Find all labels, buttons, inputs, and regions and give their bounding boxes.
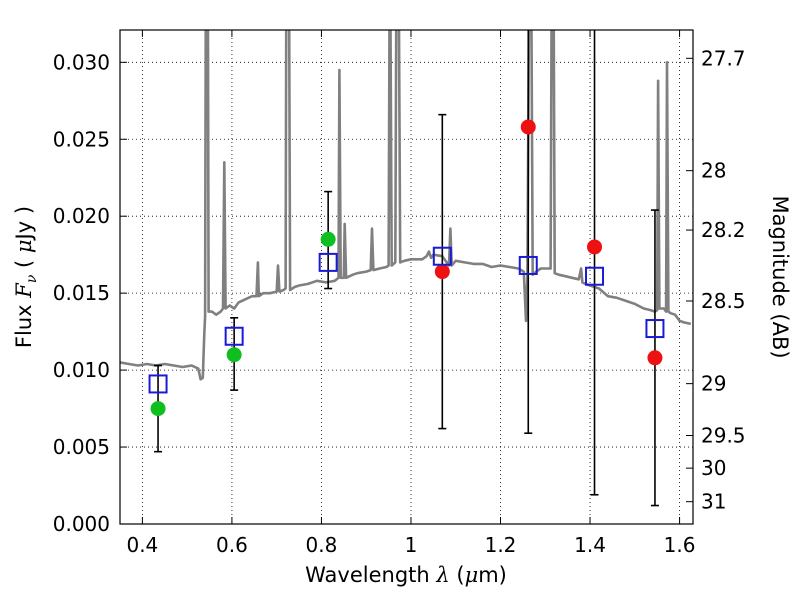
model-photometry-square — [148, 374, 168, 394]
y2-tick-label: 30 — [701, 456, 726, 480]
y-tick-label: 0.010 — [53, 358, 110, 382]
y-axis-label: Flux Fν ( μJy ) — [12, 206, 40, 348]
x-tick-label: 1.6 — [664, 533, 696, 557]
model-photometry-square — [318, 252, 338, 272]
x-axis-label: Wavelength λ (μm) — [305, 563, 507, 587]
plot-background — [120, 30, 693, 524]
observed-point-red — [434, 264, 450, 280]
model-photometry-square — [518, 255, 538, 275]
model-photometry-square — [224, 326, 244, 346]
observed-point-green — [226, 347, 242, 363]
y-tick-label: 0.020 — [53, 204, 110, 228]
y2-tick-label: 31 — [701, 490, 726, 514]
y2-tick-label: 28.5 — [701, 289, 746, 313]
x-tick-label: 0.6 — [216, 533, 248, 557]
x-tick-label: 0.4 — [126, 533, 158, 557]
x-tick-label: 1 — [405, 533, 418, 557]
y-tick-label: 0.000 — [53, 512, 110, 536]
y2-tick-label: 29 — [701, 372, 726, 396]
observed-point-green — [150, 401, 166, 417]
x-tick-label: 1.4 — [574, 533, 606, 557]
y2-tick-label: 28.2 — [701, 218, 746, 242]
y2-tick-label: 29.5 — [701, 424, 746, 448]
y-tick-label: 0.005 — [53, 435, 110, 459]
model-photometry-square — [585, 266, 605, 286]
y2-tick-label: 27.7 — [701, 46, 746, 70]
plot-area — [120, 30, 692, 507]
y-tick-label: 0.015 — [53, 281, 110, 305]
ticks — [120, 30, 693, 525]
x-tick-label: 0.8 — [306, 533, 338, 557]
plot-frame — [119, 29, 694, 525]
model-photometry-square — [432, 246, 452, 266]
x-tick-label: 1.2 — [485, 533, 517, 557]
model-photometry-square — [645, 319, 665, 339]
y-tick-label: 0.030 — [53, 50, 110, 74]
y2-axis-label: Magnitude (AB) — [768, 195, 792, 358]
y-tick-label: 0.025 — [53, 127, 110, 151]
observed-point-red — [520, 119, 536, 135]
observed-point-green — [320, 231, 336, 247]
observed-point-red — [587, 239, 603, 255]
observed-point-red — [647, 350, 663, 366]
y2-tick-label: 28 — [701, 159, 726, 183]
